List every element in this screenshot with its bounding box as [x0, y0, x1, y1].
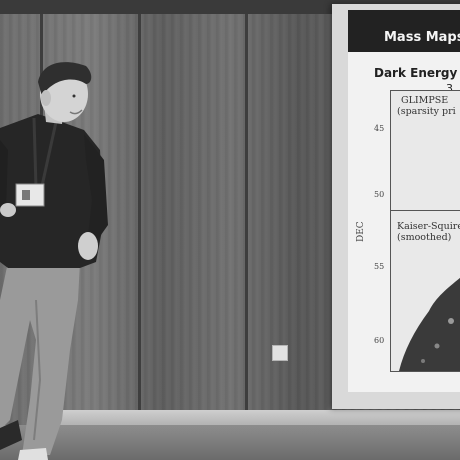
wall-outlet: [272, 345, 288, 361]
mass-map-dark-region: [399, 277, 460, 371]
projected-slide: Mass Maps Dark Energy Su 3 DEC 45 50 55 …: [348, 10, 460, 392]
kaiser-squires-map-panel: Kaiser-Squire (smoothed): [390, 210, 460, 372]
glimpse-label: GLIMPSE: [401, 95, 449, 106]
glimpse-map-panel: GLIMPSE (sparsity pri: [390, 90, 460, 215]
kaiser-squires-label: Kaiser-Squire: [397, 221, 460, 232]
glimpse-sublabel: (sparsity pri: [397, 106, 456, 117]
kaiser-squires-sublabel: (smoothed): [397, 232, 452, 243]
y-tick-label: 50: [374, 190, 385, 199]
slide-header-bar: [348, 10, 460, 52]
dec-axis-label: DEC: [356, 221, 366, 242]
slide-subtitle: Dark Energy Su: [374, 66, 460, 80]
panel-seam: [138, 0, 141, 425]
y-tick-label: 60: [374, 336, 385, 345]
slide-title: Mass Maps: [384, 30, 460, 45]
slide-subtitle-line2: 3: [446, 82, 453, 95]
y-tick-label: 45: [374, 124, 385, 133]
floor: [0, 425, 460, 460]
panel-seam: [245, 0, 248, 425]
y-tick-label: 55: [374, 262, 385, 271]
presenter-person: [0, 62, 108, 460]
